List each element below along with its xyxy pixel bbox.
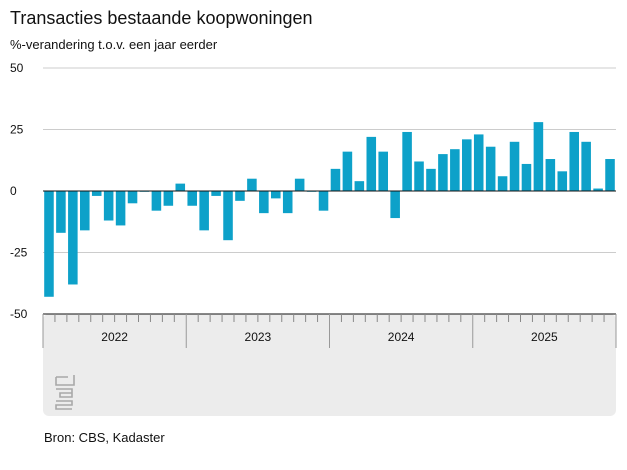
axes bbox=[42, 190, 617, 348]
y-axis-label: %-verandering t.o.v. een jaar eerder bbox=[10, 37, 218, 52]
bar-chart: 50 25 0 -25 -50 2022 2023 2024 2025 bbox=[10, 61, 617, 416]
bar bbox=[414, 161, 424, 191]
bar bbox=[211, 191, 221, 196]
bar bbox=[115, 191, 126, 226]
bar bbox=[163, 191, 174, 206]
source-note: Bron: CBS, Kadaster bbox=[44, 430, 165, 445]
cbs-logo-icon bbox=[55, 375, 75, 410]
y-tick-label: 50 bbox=[10, 61, 24, 75]
y-tick-label: 25 bbox=[10, 123, 24, 137]
x-year-label: 2025 bbox=[531, 330, 558, 344]
bar bbox=[581, 141, 591, 191]
bar bbox=[438, 154, 448, 191]
bar bbox=[175, 183, 186, 191]
bar bbox=[354, 181, 365, 191]
bar bbox=[462, 139, 472, 191]
y-tick-label: 0 bbox=[10, 184, 17, 198]
bar bbox=[521, 163, 532, 191]
bar bbox=[80, 191, 90, 231]
bar bbox=[68, 191, 78, 285]
bar bbox=[44, 191, 54, 297]
bar bbox=[390, 191, 400, 219]
bar bbox=[378, 151, 388, 191]
bar bbox=[402, 131, 412, 191]
bar bbox=[485, 146, 496, 191]
bar bbox=[605, 159, 615, 191]
bar bbox=[593, 188, 603, 191]
y-tick-labels: 50 25 0 -25 -50 bbox=[10, 61, 28, 321]
bar bbox=[151, 191, 162, 211]
y-tick-label: -25 bbox=[10, 246, 28, 260]
x-year-label: 2022 bbox=[101, 330, 128, 344]
y-tick-label: -50 bbox=[10, 307, 28, 321]
grid-lines bbox=[43, 67, 616, 253]
bar bbox=[497, 176, 508, 191]
chart-title: Transacties bestaande koopwoningen bbox=[10, 8, 313, 28]
x-year-labels: 2022 2023 2024 2025 bbox=[101, 330, 558, 344]
bar bbox=[450, 149, 460, 191]
bar bbox=[557, 171, 568, 191]
bar bbox=[199, 191, 209, 231]
bar bbox=[56, 191, 66, 233]
bar bbox=[533, 122, 544, 191]
bar bbox=[282, 191, 293, 214]
bars bbox=[44, 122, 615, 297]
bar bbox=[223, 191, 233, 241]
bar bbox=[473, 134, 484, 191]
bar bbox=[426, 168, 436, 191]
bar bbox=[569, 131, 579, 191]
bar bbox=[103, 191, 114, 221]
bar bbox=[318, 191, 329, 211]
x-year-label: 2023 bbox=[245, 330, 272, 344]
bar bbox=[91, 191, 102, 196]
bar bbox=[235, 191, 245, 201]
bar bbox=[545, 159, 556, 191]
bar bbox=[247, 178, 257, 191]
bar bbox=[187, 191, 197, 206]
bar bbox=[294, 178, 305, 191]
bar bbox=[330, 168, 341, 191]
x-year-label: 2024 bbox=[388, 330, 415, 344]
bar bbox=[342, 151, 353, 191]
bar bbox=[509, 141, 520, 191]
bar bbox=[127, 191, 138, 204]
bar bbox=[259, 191, 269, 214]
bar bbox=[366, 136, 377, 191]
bar bbox=[271, 191, 281, 199]
